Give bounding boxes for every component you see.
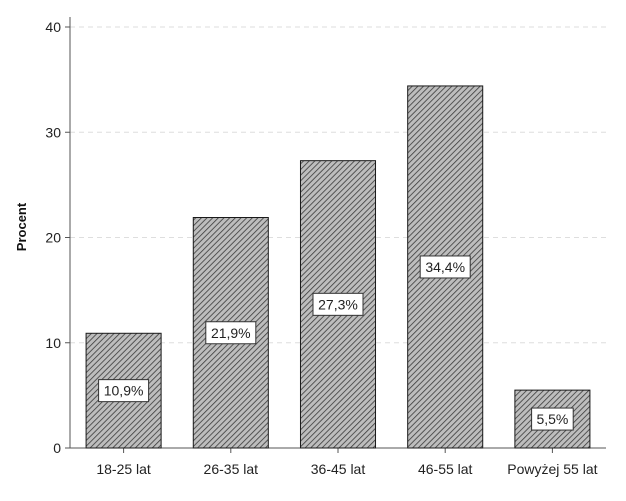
data-label: 21,9% [211,325,251,341]
tick-labels: 0 10 20 30 40 18-25 lat 26-35 lat 36-45 lat 46-5… [45,19,597,477]
y-tick-label: 40 [45,19,61,35]
x-tick-label: Powyżej 55 lat [507,461,597,477]
x-tick-label: 36-45 lat [311,461,366,477]
y-tick-label: 0 [53,440,61,456]
data-label-box [419,255,471,279]
data-label: 5,5% [536,411,568,427]
data-label-box [205,321,257,345]
data-label-box [312,292,364,316]
data-labels: 10,9% 21,9% 27,3% 34,4% 5,5% [98,255,574,431]
y-tick-label: 30 [45,124,61,140]
y-axis-label: Procent [14,202,29,251]
data-label: 10,9% [104,383,144,399]
y-tick-label: 20 [45,230,61,246]
data-label: 27,3% [318,296,358,312]
x-tick-label: 26-35 lat [204,461,259,477]
x-tick-label: 18-25 lat [96,461,151,477]
bars [85,85,591,449]
y-tick-label: 10 [45,335,61,351]
x-tick-label: 46-55 lat [418,461,473,477]
data-label: 34,4% [425,259,465,275]
data-label-box [531,407,574,431]
data-label-box [98,379,150,403]
